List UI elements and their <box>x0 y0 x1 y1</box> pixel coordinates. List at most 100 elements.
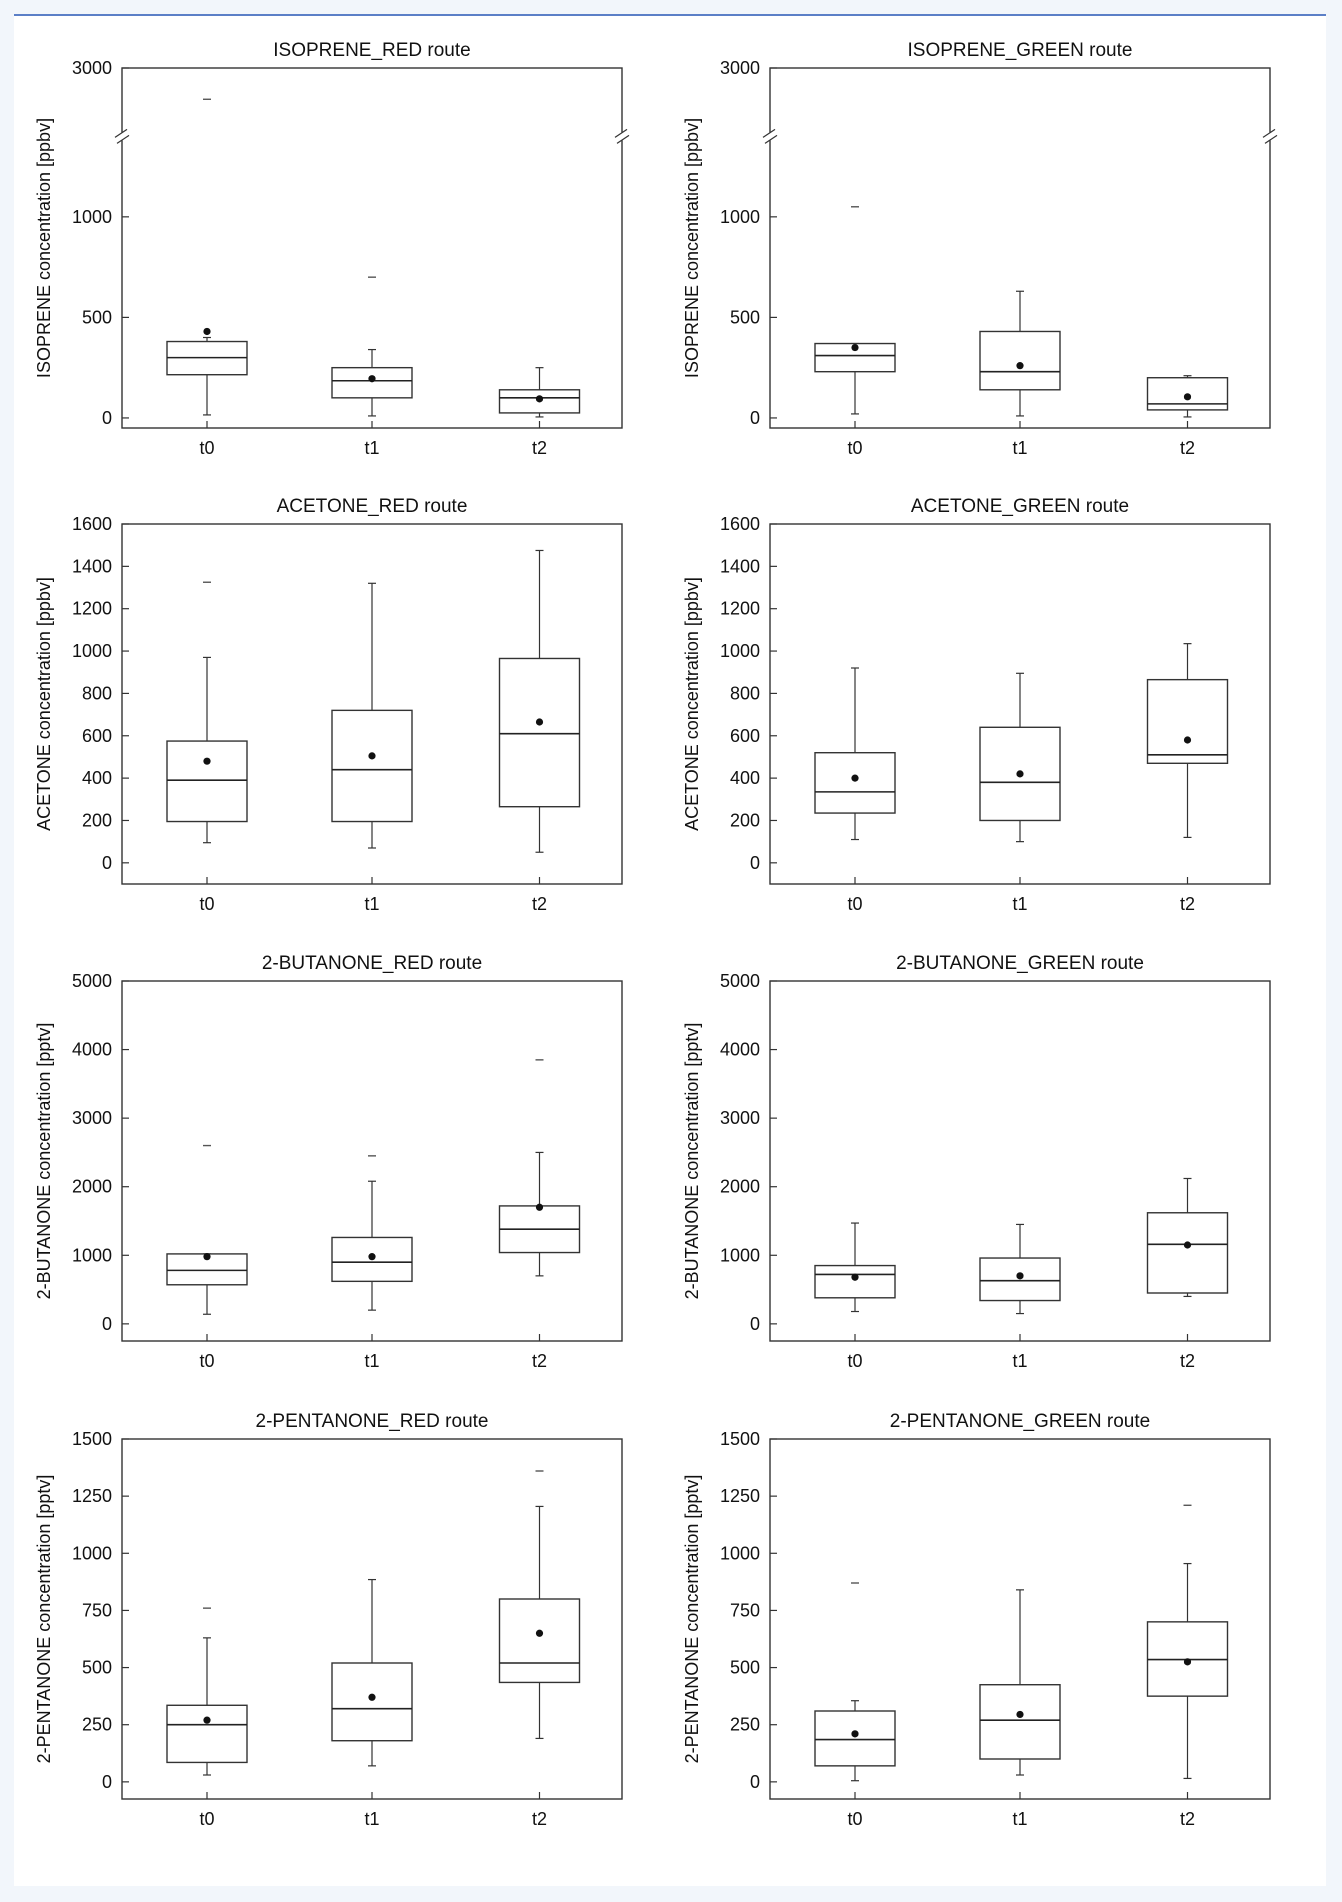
mean-marker <box>851 774 859 782</box>
mean-marker <box>535 1629 544 1637</box>
x-tick-label: t2 <box>1180 894 1195 914</box>
x-tick-label: t2 <box>532 894 547 914</box>
chart-title: 2-PENTANONE_RED route <box>256 1411 489 1432</box>
x-tick-label: t0 <box>847 1809 862 1829</box>
y-tick-label: 4000 <box>72 1040 112 1060</box>
y-tick-label: 1250 <box>720 1486 760 1506</box>
mean-marker <box>1016 770 1024 778</box>
mean-marker <box>851 343 859 352</box>
x-tick-label: t1 <box>1012 438 1027 458</box>
x-tick-label: t2 <box>1180 1809 1195 1829</box>
x-tick-label: t1 <box>364 894 379 914</box>
y-tick-label: 1400 <box>720 556 760 576</box>
axis-break-gap <box>616 132 628 141</box>
chart-title: 2-BUTANONE_GREEN route <box>896 953 1144 974</box>
y-axis-label: ACETONE concentration [ppbv] <box>34 577 54 831</box>
y-tick-label: 1000 <box>720 1543 760 1563</box>
y-tick-label: 200 <box>730 810 760 830</box>
y-tick-label: 2000 <box>72 1177 112 1197</box>
figure-frame: ISOPRENE_RED route 0 500 1000 3000 ISOPRENE c… <box>14 14 1326 1886</box>
y-axis-label: ISOPRENE concentration [ppbv] <box>34 118 54 378</box>
y-tick-label: 0 <box>750 408 760 428</box>
mean-marker <box>203 757 211 765</box>
y-tick-label: 5000 <box>720 971 760 991</box>
chart-title: 2-BUTANONE_RED route <box>262 953 482 974</box>
y-tick-label: 800 <box>82 683 112 703</box>
box-iqr <box>814 1710 896 1767</box>
axis-break-mark <box>1262 128 1276 138</box>
mean-marker <box>851 1273 859 1281</box>
y-tick-label: 250 <box>730 1715 760 1735</box>
mean-marker <box>1183 1241 1192 1249</box>
box-iqr <box>498 1598 581 1684</box>
x-tick-label: t1 <box>1012 1351 1027 1371</box>
axis-break-gap <box>116 132 128 141</box>
x-tick-label: t2 <box>1180 1351 1195 1371</box>
axis-break-mark <box>764 134 778 144</box>
chart-title: ACETONE_GREEN route <box>911 496 1129 517</box>
box-iqr <box>1146 678 1229 764</box>
box-iqr <box>166 1704 248 1764</box>
y-tick-label: 750 <box>82 1600 112 1620</box>
x-tick-label: t0 <box>199 438 214 458</box>
y-tick-label: 0 <box>102 853 112 873</box>
mean-marker <box>1183 736 1192 744</box>
chart-panel: ACETONE_RED route 0 200 400 600 800 1000 1200 14… <box>34 496 623 914</box>
mean-marker <box>1016 1272 1024 1280</box>
y-tick-label: 1000 <box>72 641 112 661</box>
x-tick-label: t1 <box>364 438 379 458</box>
x-tick-label: t2 <box>1180 438 1195 458</box>
y-tick-label: 500 <box>82 1658 112 1678</box>
x-tick-label: t2 <box>532 438 547 458</box>
x-tick-label: t1 <box>1012 1809 1027 1829</box>
axis-break-mark <box>1264 134 1278 144</box>
chart-panel: ACETONE_GREEN route 0 200 400 600 800 1000 1200… <box>682 496 1271 914</box>
x-tick-label: t0 <box>199 1351 214 1371</box>
mean-marker <box>203 1253 211 1261</box>
y-tick-label: 0 <box>102 1314 112 1334</box>
x-tick-label: t0 <box>199 1809 214 1829</box>
x-tick-label: t1 <box>364 1809 379 1829</box>
x-tick-label: t0 <box>199 894 214 914</box>
box-iqr <box>331 709 413 823</box>
y-axis-label: ISOPRENE concentration [ppbv] <box>682 118 702 378</box>
axis-break-mark <box>114 128 128 138</box>
y-tick-label: 5000 <box>72 971 112 991</box>
y-axis-label: ACETONE concentration [ppbv] <box>682 577 702 831</box>
chart-panel: 2-BUTANONE_RED route 0 1000 2000 3000 4000 500… <box>34 953 623 1371</box>
y-tick-label: 1500 <box>72 1429 112 1449</box>
y-tick-label: 400 <box>730 768 760 788</box>
mean-marker <box>1016 362 1024 370</box>
y-tick-label: 1000 <box>72 1543 112 1563</box>
box-iqr <box>814 1264 896 1299</box>
axis-break-mark <box>762 128 776 138</box>
x-tick-label: t0 <box>847 1351 862 1371</box>
y-tick-label: 1000 <box>720 641 760 661</box>
y-tick-label: 400 <box>82 768 112 788</box>
chart-title: ISOPRENE_GREEN route <box>908 40 1133 61</box>
chart-panel: ISOPRENE_RED route 0 500 1000 3000 ISOPRENE c… <box>34 40 630 458</box>
y-tick-label: 750 <box>730 1600 760 1620</box>
box-iqr <box>331 366 413 399</box>
box-plot-grid: ISOPRENE_RED route 0 500 1000 3000 ISOPRENE c… <box>34 40 1278 1829</box>
y-tick-label: 200 <box>82 810 112 830</box>
y-tick-label: 0 <box>750 1772 760 1792</box>
y-tick-label: 600 <box>82 726 112 746</box>
y-tick-label: 0 <box>750 853 760 873</box>
axis-break-mark <box>614 128 628 138</box>
y-tick-label: 1600 <box>72 514 112 534</box>
y-tick-label: 250 <box>82 1715 112 1735</box>
x-tick-label: t1 <box>364 1351 379 1371</box>
y-tick-label: 3000 <box>72 1108 112 1128</box>
mean-marker <box>1016 1710 1024 1719</box>
box-iqr <box>498 657 581 808</box>
chart-title: ISOPRENE_RED route <box>273 40 470 61</box>
chart-panel: 2-BUTANONE_GREEN route 0 1000 2000 3000 4000 5… <box>682 953 1271 1371</box>
chart-title: 2-PENTANONE_GREEN route <box>890 1411 1150 1432</box>
box-iqr <box>331 1662 413 1742</box>
y-axis-label: 2-PENTANONE concentration [pptv] <box>34 1475 54 1764</box>
y-tick-label: 4000 <box>720 1040 760 1060</box>
y-tick-label: 1000 <box>720 207 760 227</box>
box-iqr <box>1146 1212 1229 1294</box>
y-tick-label: 1000 <box>72 1245 112 1265</box>
